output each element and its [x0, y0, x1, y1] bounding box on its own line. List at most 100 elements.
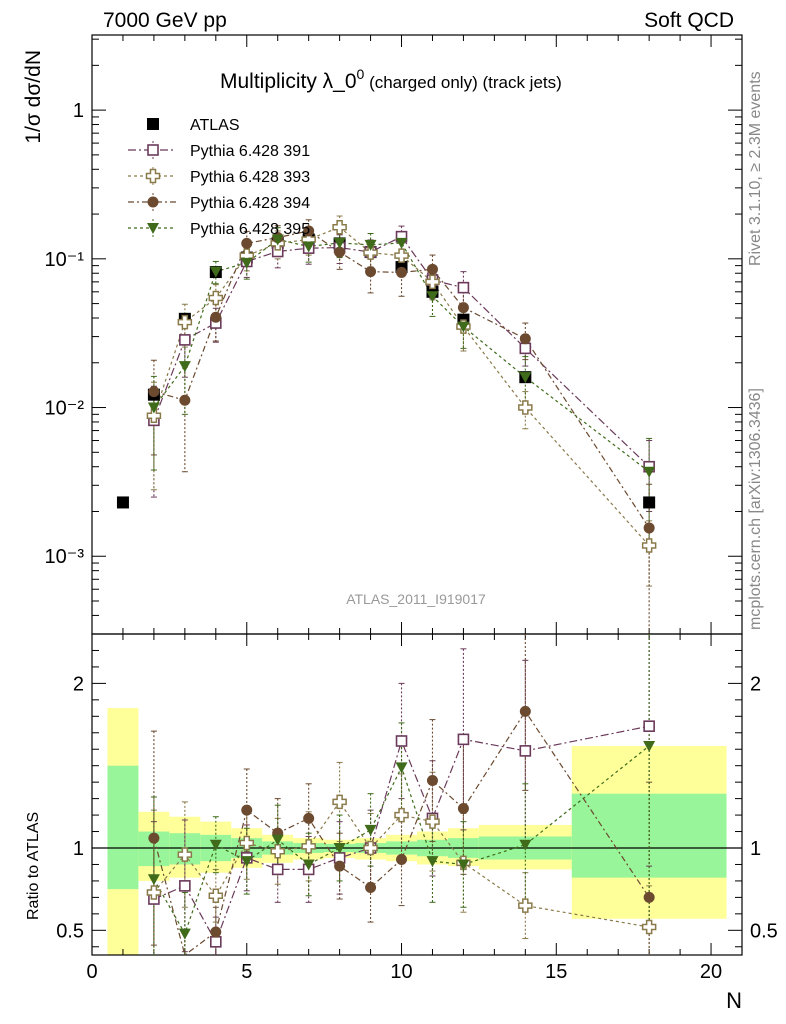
ratio-data-point [239, 835, 255, 851]
ratio-data-point [365, 882, 377, 894]
ratio-data-point [302, 859, 315, 871]
data-point [396, 266, 408, 278]
data-point [148, 386, 160, 398]
data-point [395, 237, 408, 249]
legend-label: Pythia 6.428 394 [190, 195, 310, 212]
ratio-data-point [270, 844, 285, 859]
data-point [457, 321, 470, 333]
data-point [333, 237, 346, 249]
data-point [147, 402, 160, 414]
ratio-y-tick-label-right: 0.5 [750, 920, 778, 942]
ratio-y-tick-label: 0.5 [56, 920, 84, 942]
header-left: 7000 GeV pp [103, 9, 227, 32]
data-point [518, 400, 533, 415]
data-point [519, 372, 532, 384]
ratio-data-point [303, 812, 315, 824]
data-point [271, 234, 284, 246]
ratio-data-point [519, 839, 532, 851]
data-point [303, 225, 315, 237]
data-point [365, 266, 377, 278]
legend-marker [147, 118, 159, 130]
main-panel: 1 10⁻¹ 10⁻² 10⁻³ 1/σ dσ/dN Multiplicity λ_00 … [22, 34, 743, 635]
ratio-data-point [457, 733, 470, 746]
legend-label: Pythia 6.428 391 [190, 143, 310, 160]
analysis-watermark: ATLAS_2011_I919017 [346, 591, 486, 607]
ratio-data-point [643, 891, 655, 903]
ratio-data-point [208, 888, 224, 903]
y-tick-label: 1 [73, 100, 84, 122]
ratio-data-point [426, 775, 438, 787]
ratio-data-point [363, 840, 378, 856]
data-point [334, 246, 346, 258]
data-point [241, 237, 253, 249]
data-point [457, 302, 469, 314]
data-point [146, 408, 162, 424]
ratio-data-point [209, 839, 222, 851]
x-tick-label: 15 [545, 961, 567, 983]
ratio-data-point [395, 735, 408, 747]
data-point [426, 291, 439, 303]
data-point [643, 522, 655, 534]
legend-label: ATLAS [190, 117, 240, 134]
ratio-data-point [643, 720, 655, 732]
ratio-data-point [425, 814, 440, 829]
data-point [209, 266, 222, 278]
data-point [210, 311, 222, 323]
y-tick-label: 10⁻³ [45, 546, 85, 568]
ratio-y-tick-label: 2 [73, 673, 84, 695]
ratio-y-tick-label-right: 2 [750, 673, 761, 695]
ratio-data-point [271, 863, 284, 876]
data-point [116, 496, 129, 509]
ratio-y-tick-label: 1 [73, 838, 84, 860]
main-y-axis-label: 1/σ dσ/dN [22, 50, 45, 144]
ratio-y-axis-label: Ratio to ATLAS [25, 812, 42, 920]
ratio-data-point [147, 874, 160, 886]
data-point [208, 290, 224, 306]
ratio-frame [91, 633, 743, 956]
data-point [426, 263, 438, 275]
y-tick-label: 10⁻¹ [45, 249, 85, 271]
ratio-data-point [241, 804, 253, 816]
ratio-data-point [210, 936, 222, 948]
legend-marker [147, 144, 159, 156]
data-point [364, 239, 377, 251]
legend-label: Pythia 6.428 393 [190, 169, 310, 186]
data-point [457, 281, 470, 294]
ratio-data-point [643, 740, 656, 752]
ratio-data-point [333, 843, 346, 854]
ratio-data-point [394, 807, 409, 823]
legend-marker [145, 168, 161, 184]
ratio-data-point [396, 854, 408, 866]
ratio-data-point [457, 859, 470, 871]
data-point [178, 361, 191, 373]
legend-label: Pythia 6.428 395 [190, 221, 310, 238]
ratio-data-point [334, 860, 346, 872]
x-tick-label: 20 [700, 961, 722, 983]
x-tick-label: 10 [390, 961, 412, 983]
ratio-panel: 0 5 10 15 20N 0.5 0.5 1 1 2 2 Ratio to ATLAS [25, 633, 778, 1013]
chart-title: Multiplicity λ_00 (charged only) (track … [220, 66, 562, 93]
data-point [240, 257, 253, 269]
ratio-data-point [177, 847, 193, 862]
data-point [177, 314, 193, 330]
ratio-data-point [148, 832, 160, 844]
data-point [363, 245, 378, 260]
ratio-data-point [240, 856, 253, 868]
ratio-data-point [301, 839, 316, 854]
data-point [332, 220, 347, 235]
data-point [519, 333, 531, 345]
ratio-data-point [519, 705, 531, 717]
data-point [643, 496, 656, 509]
data-point [643, 466, 656, 478]
legend-marker [147, 196, 159, 208]
ratio-data-point [271, 834, 284, 846]
data-point [641, 538, 657, 553]
band-green [107, 765, 139, 890]
ratio-data-point [179, 880, 191, 892]
ratio-data-point [519, 745, 532, 757]
ratio-data-point [641, 919, 657, 935]
data-point [394, 248, 409, 263]
data-point [302, 241, 315, 253]
data-point [519, 342, 532, 355]
